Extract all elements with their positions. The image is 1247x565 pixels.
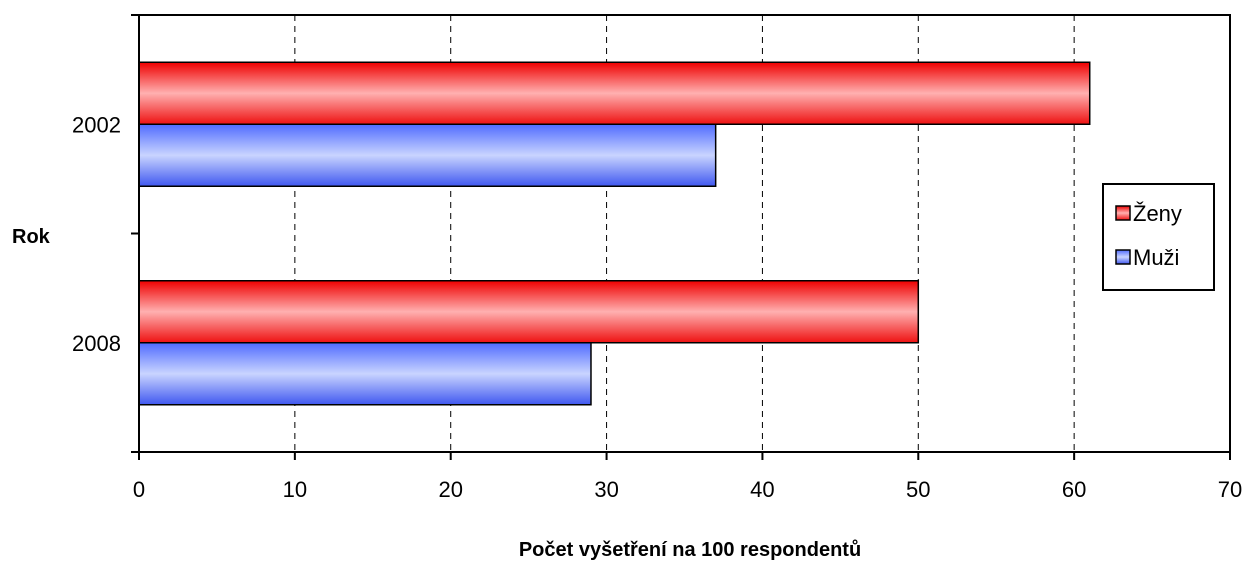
- legend-label-muzi: Muži: [1133, 245, 1179, 270]
- legend-swatch-zeny: [1115, 205, 1131, 221]
- bar-muzi-2008: [138, 342, 592, 406]
- x-tick-label-0: 0: [133, 477, 145, 502]
- x-axis-title: Počet vyšetření na 100 respondentů: [519, 539, 861, 561]
- x-tick-label-60: 60: [1062, 477, 1086, 502]
- x-tick-label-40: 40: [750, 477, 774, 502]
- legend: Ženy Muži: [1102, 183, 1215, 291]
- legend-swatch-muzi: [1115, 249, 1131, 265]
- legend-label-zeny: Ženy: [1133, 201, 1182, 226]
- x-tick-label-10: 10: [283, 477, 307, 502]
- bar-muzi-2002: [138, 123, 717, 187]
- tick-labels: 0 10 20 30 40 50 60 70 2002 2008: [72, 14, 1242, 502]
- y-axis-title: Rok: [12, 226, 51, 248]
- legend-box: [1102, 183, 1215, 291]
- bars: [138, 61, 1091, 406]
- bar-zeny-2008: [138, 280, 920, 344]
- x-tick-label-50: 50: [906, 477, 930, 502]
- x-tick-label-20: 20: [438, 477, 462, 502]
- y-tick-label-2002: 2002: [72, 112, 121, 137]
- y-tick-label-2008: 2008: [72, 331, 121, 356]
- bar-zeny-2002: [138, 61, 1091, 125]
- x-tick-label-30: 30: [594, 477, 618, 502]
- x-tick-label-70: 70: [1218, 477, 1242, 502]
